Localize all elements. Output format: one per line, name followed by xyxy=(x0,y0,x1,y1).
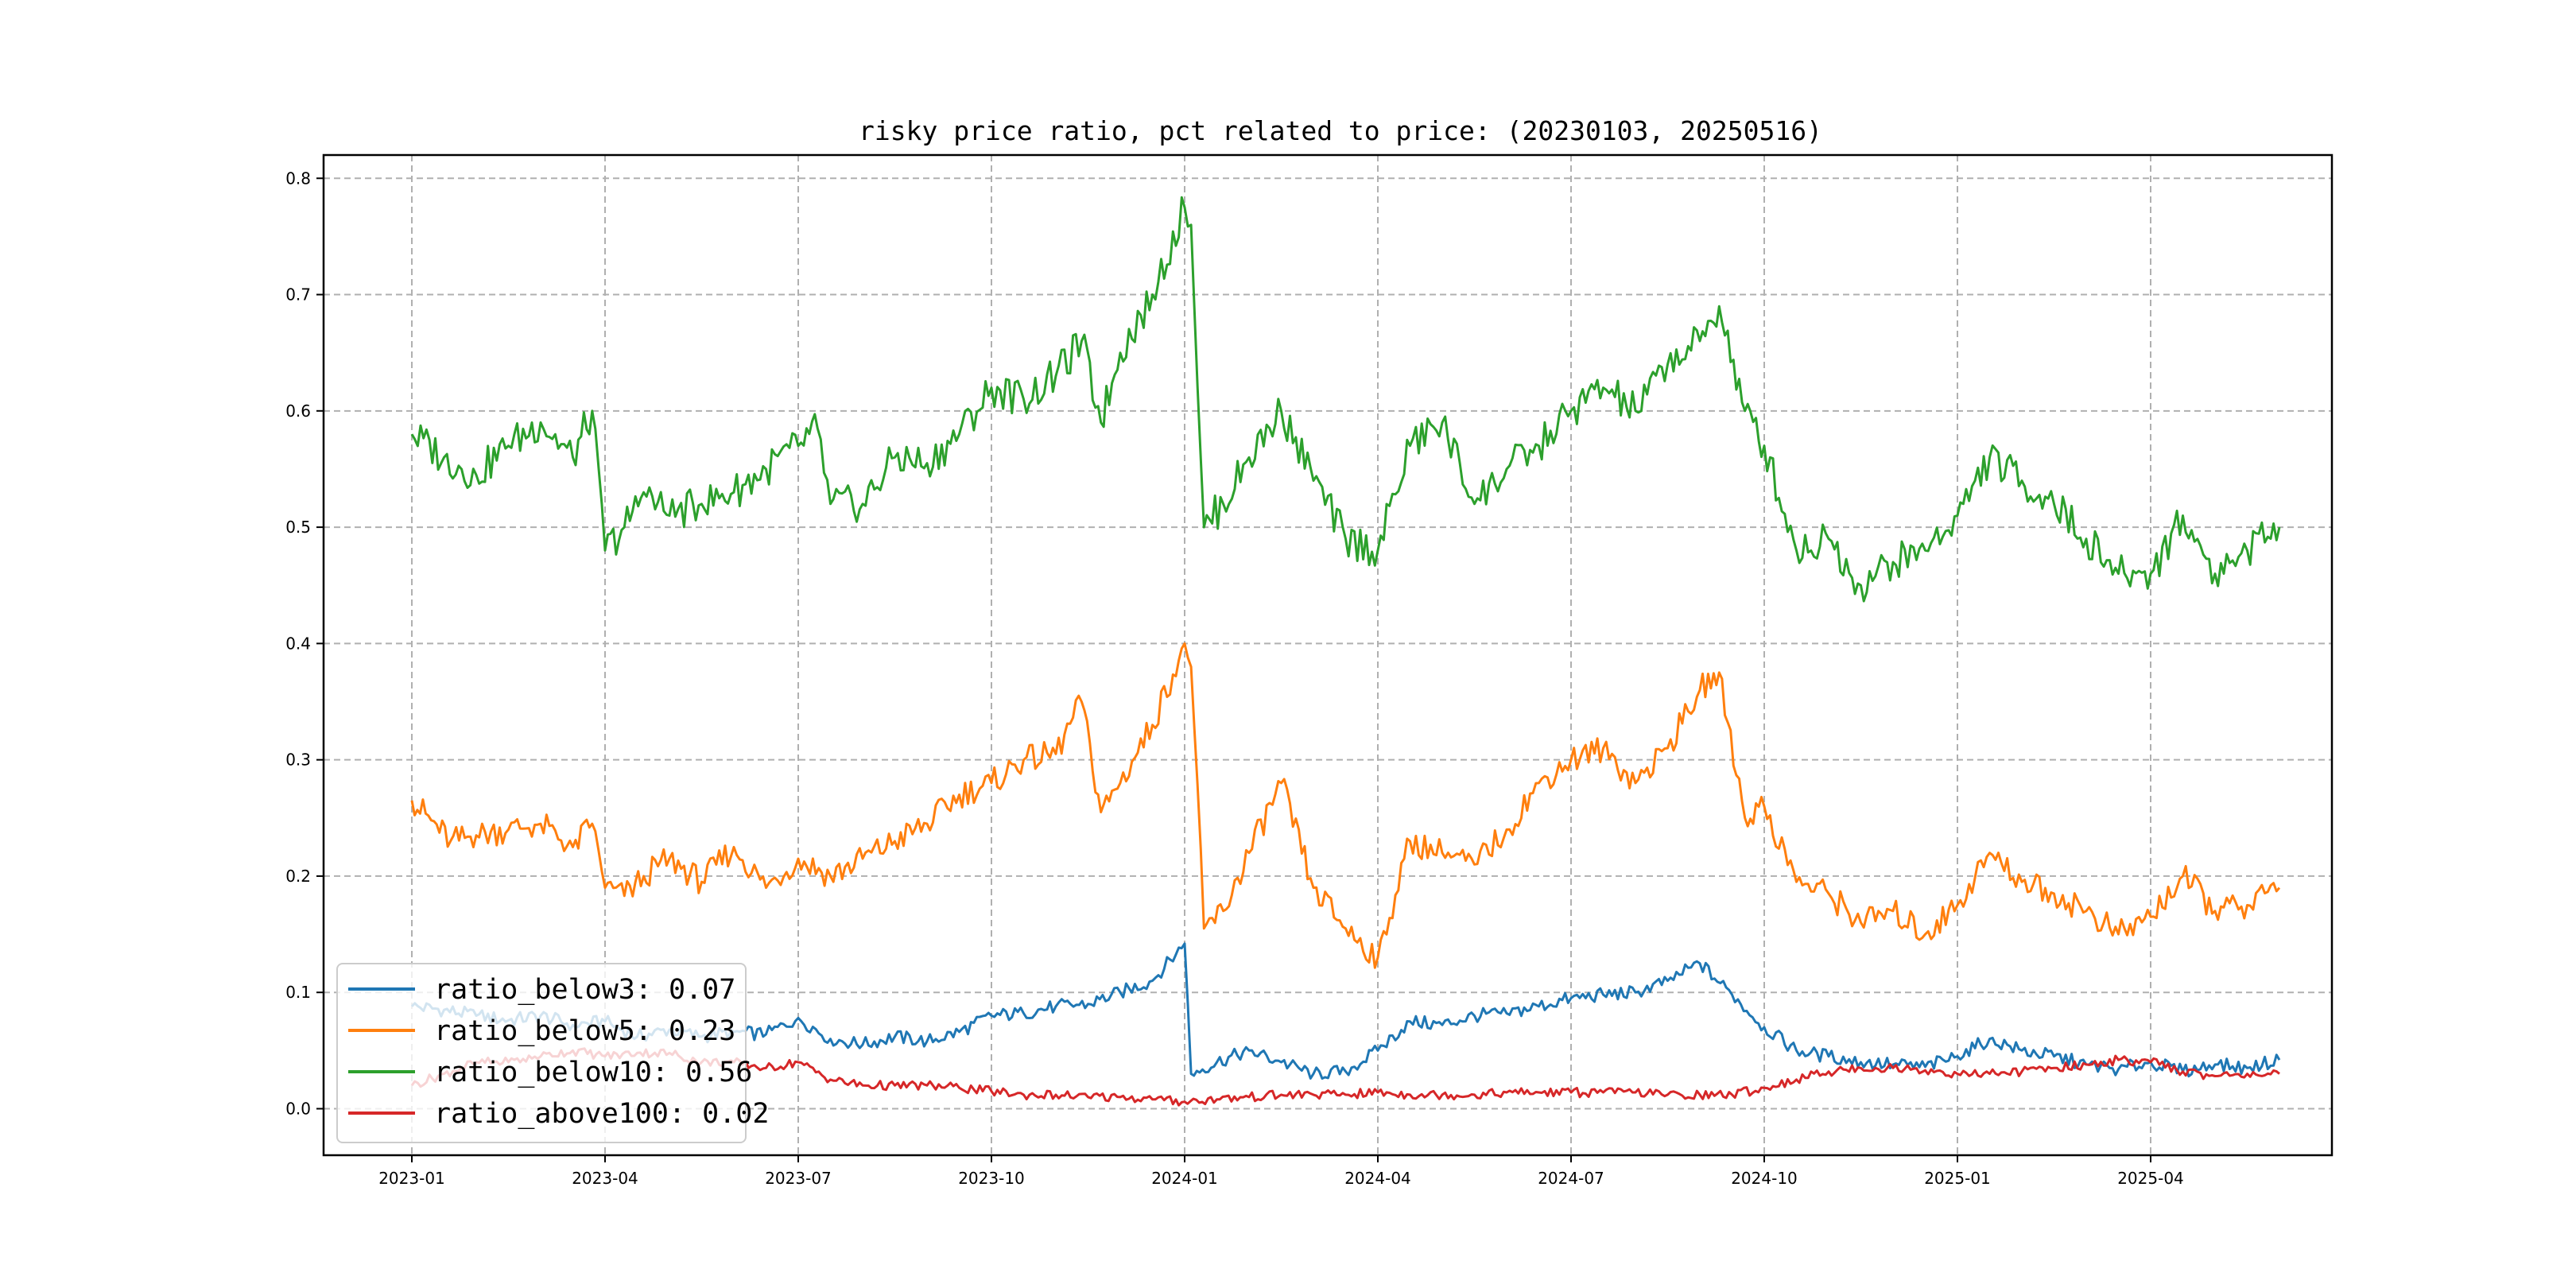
x-tick-label: 2024-04 xyxy=(1344,1169,1411,1188)
x-tick-label: 2023-07 xyxy=(765,1169,832,1188)
y-tick-label: 0.7 xyxy=(285,285,311,305)
legend-label-ratio_below5: ratio_below5: 0.23 xyxy=(434,1015,735,1047)
grid-layer xyxy=(324,155,2332,1155)
y-tick-label: 0.6 xyxy=(285,402,311,421)
y-tick-label: 0.2 xyxy=(285,867,311,886)
legend-label-ratio_below3: ratio_below3: 0.07 xyxy=(434,974,735,1006)
legend-label-ratio_below10: ratio_below10: 0.56 xyxy=(434,1057,752,1088)
x-tick-label: 2025-01 xyxy=(1924,1169,1991,1188)
legend: ratio_below3: 0.07 ratio_below5: 0.23 rati… xyxy=(336,963,769,1143)
legend-box xyxy=(336,963,747,1143)
y-tick-label: 0.8 xyxy=(285,169,311,188)
y-tick-label: 0.5 xyxy=(285,518,311,537)
plot-frame xyxy=(322,153,2334,1157)
series-line-ratio_below5 xyxy=(410,642,2281,969)
legend-label-ratio_above100: ratio_above100: 0.02 xyxy=(434,1098,769,1130)
y-tick-label: 0.0 xyxy=(285,1099,311,1118)
x-tick-label: 2024-01 xyxy=(1151,1169,1218,1188)
chart-title: risky price ratio, pct related to price:… xyxy=(859,115,1822,146)
x-tick-label: 2024-10 xyxy=(1731,1169,1798,1188)
y-tick-label: 0.1 xyxy=(285,983,311,1002)
x-tick-label: 2024-07 xyxy=(1538,1169,1604,1188)
y-tick-label: 0.3 xyxy=(285,751,311,770)
x-tick-label: 2025-04 xyxy=(2117,1169,2184,1188)
x-tick-label: 2023-01 xyxy=(378,1169,445,1188)
axis-ticks: 2023-01 2023-04 2023-07 2023-10 2024-01 2024-… xyxy=(285,169,2184,1188)
x-tick-label: 2023-10 xyxy=(958,1169,1025,1188)
y-tick-label: 0.4 xyxy=(285,634,311,653)
x-tick-label: 2023-04 xyxy=(572,1169,638,1188)
series-line-ratio_below10 xyxy=(410,196,2281,603)
